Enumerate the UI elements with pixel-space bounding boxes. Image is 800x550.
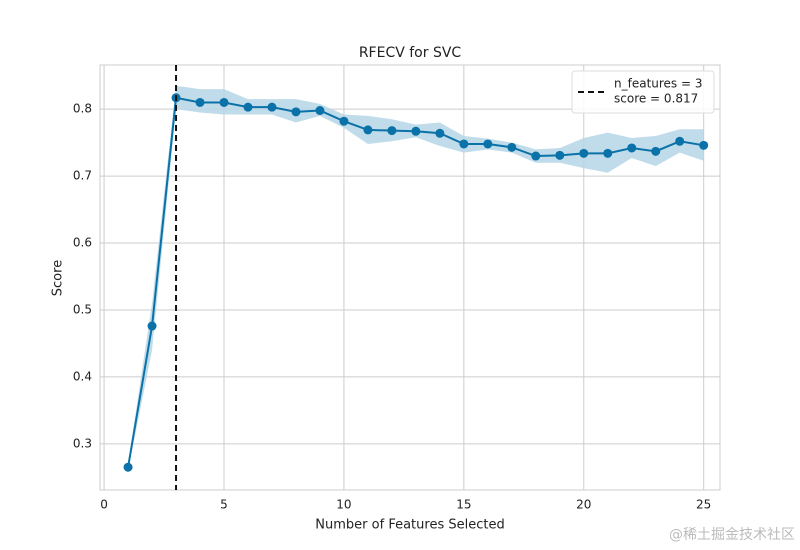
point: [627, 143, 637, 153]
x-tick-label: 10: [336, 498, 351, 512]
x-tick-label: 0: [100, 498, 108, 512]
point: [387, 126, 397, 136]
point: [195, 97, 205, 107]
y-tick-label: 0.7: [73, 169, 92, 183]
point: [435, 128, 445, 138]
point: [675, 136, 685, 146]
y-tick-label: 0.4: [73, 369, 92, 383]
point: [363, 125, 373, 135]
x-tick-label: 15: [456, 498, 471, 512]
watermark: @稀土掘金技术社区: [669, 527, 795, 543]
point: [555, 150, 565, 160]
chart-title: RFECV for SVC: [359, 45, 462, 61]
point: [147, 321, 157, 331]
point: [579, 148, 589, 158]
x-tick-label: 5: [220, 498, 228, 512]
y-tick-label: 0.5: [73, 302, 92, 316]
point: [603, 148, 613, 158]
point: [315, 106, 325, 116]
point: [123, 462, 133, 472]
y-axis-label: Score: [51, 260, 66, 296]
point: [483, 139, 493, 149]
y-tick-label: 0.3: [73, 436, 92, 450]
point: [531, 151, 541, 161]
confidence-band: [128, 85, 704, 471]
legend-label: n_features = 3: [614, 77, 703, 91]
point: [291, 107, 301, 117]
y-tick-label: 0.6: [73, 236, 92, 250]
point: [219, 97, 229, 107]
point: [651, 146, 661, 156]
point: [507, 142, 517, 152]
y-tick-label: 0.8: [73, 102, 92, 116]
point: [411, 126, 421, 136]
point: [267, 102, 277, 112]
point: [243, 102, 253, 112]
legend-label: score = 0.817: [614, 92, 698, 106]
legend-box: [571, 70, 715, 114]
point: [339, 116, 349, 126]
point: [459, 139, 469, 149]
point: [699, 140, 709, 150]
plot-frame: [99, 64, 721, 491]
x-tick-label: 25: [696, 498, 711, 512]
x-tick-label: 20: [576, 498, 591, 512]
x-axis-label: Number of Features Selected: [315, 518, 504, 533]
